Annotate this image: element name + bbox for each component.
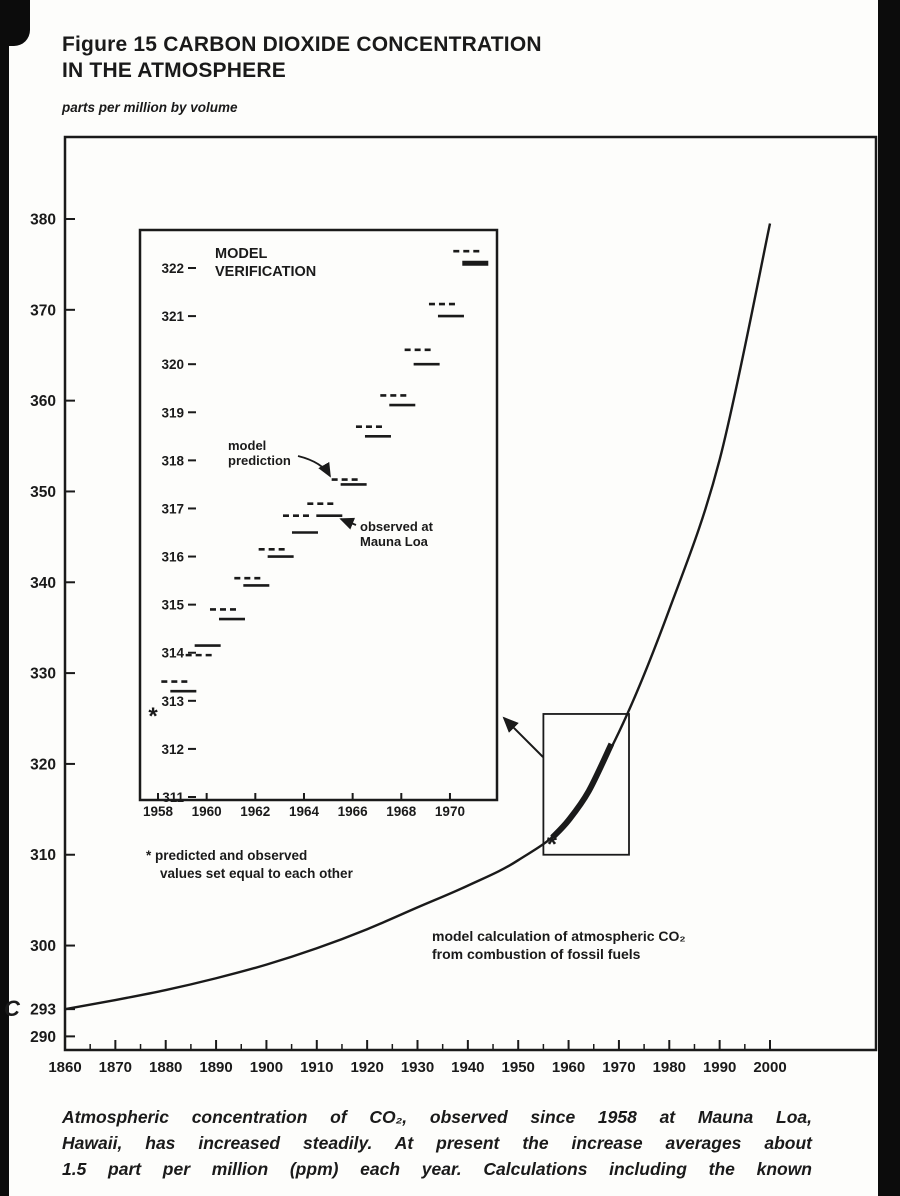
model-prediction-label: model <box>228 438 266 453</box>
caption-line-2: Hawaii, has increased steadily. At prese… <box>62 1133 812 1153</box>
x-tick-label: 1920 <box>350 1059 383 1076</box>
x-tick-label: 1960 <box>552 1059 585 1076</box>
scan-edge-left <box>0 0 9 1196</box>
model-prediction-arrow <box>297 455 331 478</box>
inset-y-tick-label: 314 <box>161 646 184 661</box>
main-y-axis: 290 293 300 310 320 330 340 350 360 370 380 <box>30 212 75 1046</box>
scan-edge-right <box>878 0 900 1196</box>
inset-title-line: MODEL <box>215 246 268 262</box>
inset-y-tick-label: 321 <box>161 309 184 324</box>
y-tick-label: 300 <box>30 938 56 955</box>
main-x-axis: 1860 1870 1880 1890 1900 1910 1920 1930 1940 1950… <box>48 1040 787 1076</box>
x-tick-label: 1990 <box>703 1059 736 1076</box>
x-tick-label: 1970 <box>602 1059 635 1076</box>
inset-y-tick-label: 313 <box>161 694 184 709</box>
figure-title-line2: IN THE ATMOSPHERE <box>62 59 286 82</box>
figure-title-line1: Figure 15 CARBON DIOXIDE CONCENTRATION <box>62 33 542 56</box>
scan-artifact-corner <box>0 0 30 46</box>
observed-label: Mauna Loa <box>360 534 429 549</box>
main-plot-frame <box>63 135 878 1052</box>
x-tick-label: 1940 <box>451 1059 484 1076</box>
inset-y-tick-label: 315 <box>161 598 184 613</box>
inset-x-tick-label: 1958 <box>143 804 174 819</box>
inset-x-tick-label: 1960 <box>192 804 222 819</box>
inset-x-tick-label: 1968 <box>386 804 417 819</box>
inset-footnote-line: * predicted and observed <box>146 848 307 863</box>
inset-y-tick-label: 317 <box>161 501 184 516</box>
y-tick-label: 360 <box>30 393 56 410</box>
inset-footnote-line: values set equal to each other <box>160 866 354 881</box>
curve-annotation-group: model calculation of atmospheric CO₂ from… <box>432 928 686 962</box>
y-tick-label: 310 <box>30 847 56 864</box>
x-tick-label: 2000 <box>753 1059 786 1076</box>
x-tick-label: 1980 <box>653 1059 686 1076</box>
model-prediction-label: prediction <box>228 453 291 468</box>
y-tick-label: 380 <box>30 212 56 229</box>
inset-x-tick-label: 1962 <box>240 804 270 819</box>
figure-title: Figure 15 CARBON DIOXIDE CONCENTRATION I… <box>62 32 542 84</box>
x-tick-label: 1860 <box>48 1059 81 1076</box>
y-axis-units-label: parts per million by volume <box>62 100 238 115</box>
y-tick-label: 293 <box>30 1002 56 1019</box>
inset-y-tick-label: 316 <box>161 550 184 565</box>
inset-title-line: VERIFICATION <box>215 264 316 280</box>
inset-model-verification: MODEL VERIFICATION 311 312 313 314 315 316 317 31… <box>138 228 499 881</box>
inset-y-tick-label: 311 <box>162 790 184 805</box>
x-tick-label: 1930 <box>401 1059 434 1076</box>
main-asterisk: * <box>547 829 558 859</box>
x-tick-label: 1900 <box>250 1059 283 1076</box>
model-calculation-curve <box>64 223 772 1011</box>
observed-overlay-segment <box>550 742 615 840</box>
curve-annotation-line: from combustion of fossil fuels <box>432 946 641 962</box>
inset-asterisk: * <box>148 703 158 730</box>
x-tick-label: 1870 <box>99 1059 132 1076</box>
y-tick-label: 330 <box>30 666 56 683</box>
inset-y-tick-label: 312 <box>161 742 184 757</box>
x-tick-label: 1880 <box>149 1059 182 1076</box>
zoom-arrow <box>502 716 544 758</box>
zoom-region-box <box>542 713 630 856</box>
y-tick-label: 340 <box>30 575 56 592</box>
inset-y-tick-label: 320 <box>161 357 184 372</box>
curve-annotation-line: model calculation of atmospheric CO₂ <box>432 928 686 944</box>
caption-line-1: Atmospheric concentration of CO₂, observ… <box>62 1107 812 1127</box>
inset-y-tick-label: 318 <box>161 453 184 468</box>
x-tick-label: 1890 <box>199 1059 232 1076</box>
x-tick-label: 1950 <box>502 1059 535 1076</box>
x-tick-label: 1910 <box>300 1059 333 1076</box>
observed-arrow <box>339 517 357 530</box>
y-tick-label: 350 <box>30 484 56 501</box>
y-tick-label: 320 <box>30 756 56 773</box>
stray-pen-mark: C <box>4 996 20 1021</box>
y-tick-label: 370 <box>30 302 56 319</box>
observed-label: observed at <box>360 519 434 534</box>
caption-line-3: 1.5 part per million (ppm) each year. Ca… <box>62 1159 812 1179</box>
figure-caption: Atmospheric concentration of CO₂, observ… <box>62 1104 812 1182</box>
inset-x-tick-label: 1964 <box>289 804 320 819</box>
inset-x-tick-label: 1966 <box>338 804 369 819</box>
y-tick-label: 290 <box>30 1029 56 1046</box>
inset-y-tick-label: 322 <box>161 261 184 276</box>
inset-x-tick-label: 1970 <box>435 804 465 819</box>
inset-y-tick-label: 319 <box>161 405 184 420</box>
